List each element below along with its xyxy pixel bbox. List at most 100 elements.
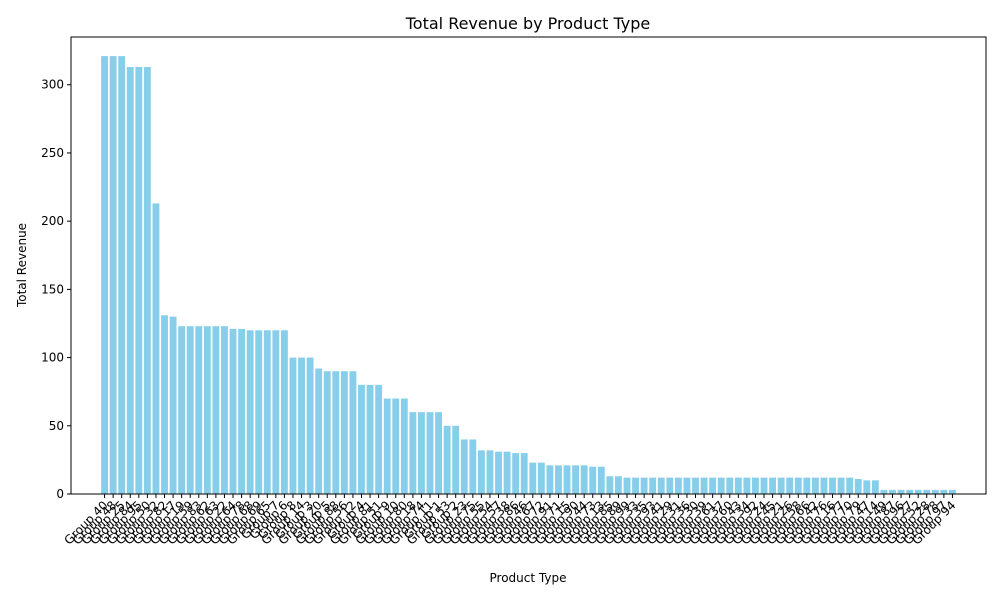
bar (726, 477, 734, 494)
bar (169, 316, 177, 494)
bar (606, 476, 614, 494)
bar (289, 357, 297, 494)
bar (418, 412, 425, 494)
bar (186, 326, 194, 494)
bar (949, 489, 956, 494)
bar (829, 477, 836, 494)
y-tick-label: 150 (41, 282, 64, 296)
bar (597, 466, 605, 494)
bar (777, 477, 785, 494)
bar (657, 477, 665, 494)
bar (940, 489, 948, 494)
bar (383, 398, 391, 494)
bar (409, 412, 417, 494)
bar (931, 489, 939, 494)
bar (769, 477, 777, 494)
bar (143, 67, 151, 495)
bar (375, 384, 383, 494)
bar (871, 480, 879, 494)
bar (923, 489, 931, 494)
bar (794, 477, 802, 494)
bar (255, 330, 263, 494)
y-tick-label: 300 (41, 78, 64, 92)
bar (443, 425, 451, 494)
bar (358, 384, 365, 494)
x-axis-label: Product Type (490, 571, 567, 585)
bar (589, 466, 597, 494)
bar (195, 326, 203, 494)
bar (709, 477, 717, 494)
bar (623, 477, 631, 494)
y-tick-label: 50 (49, 419, 64, 433)
bar (452, 425, 460, 494)
bar (340, 371, 348, 494)
bar (272, 330, 280, 494)
bar (760, 477, 768, 494)
bar (743, 477, 751, 494)
bar (486, 450, 494, 494)
bar (803, 477, 811, 494)
bar (563, 465, 571, 494)
bar (332, 371, 340, 494)
bar (238, 328, 246, 494)
bar (161, 315, 168, 494)
y-tick-label: 100 (41, 351, 64, 365)
bar (537, 462, 545, 494)
bar (263, 330, 271, 494)
bars-group (101, 56, 956, 495)
bar (820, 477, 828, 494)
y-tick-label: 250 (41, 146, 64, 160)
bar (503, 451, 511, 494)
bar (135, 67, 143, 495)
bar (315, 368, 323, 494)
bar (854, 478, 862, 494)
bar (555, 465, 562, 494)
bar (897, 489, 905, 494)
y-axis-label: Total Revenue (15, 223, 29, 308)
bar (880, 489, 888, 494)
bar (846, 477, 854, 494)
bar (520, 453, 528, 494)
bar (212, 326, 220, 494)
bar (580, 465, 588, 494)
bar (118, 56, 126, 494)
bar (460, 439, 468, 494)
bar (649, 477, 657, 494)
bar (863, 480, 871, 494)
bar (280, 330, 288, 494)
bar (435, 412, 442, 494)
bar (392, 398, 400, 494)
y-tick-label: 0 (56, 487, 64, 501)
bar (674, 477, 682, 494)
bar (512, 453, 520, 494)
bar (615, 476, 622, 494)
bar (529, 462, 537, 494)
chart-title: Total Revenue by Product Type (405, 14, 651, 33)
bar (572, 465, 580, 494)
bar (203, 326, 211, 494)
bar (811, 477, 819, 494)
bar (126, 67, 134, 495)
bar (734, 477, 742, 494)
y-tick-label: 200 (41, 214, 64, 228)
bar (546, 465, 554, 494)
bar (152, 203, 160, 494)
y-axis: 0 50 100 150 200 250 300 (41, 78, 71, 501)
bar (349, 371, 357, 494)
bar (221, 326, 228, 494)
bar (323, 371, 331, 494)
bar (914, 489, 922, 494)
bar (426, 412, 434, 494)
bar (666, 477, 674, 494)
bar (400, 398, 408, 494)
bar (889, 489, 896, 494)
bar (640, 477, 648, 494)
bar (477, 450, 485, 494)
bar (469, 439, 477, 494)
bar (632, 477, 639, 494)
bar (101, 56, 108, 494)
bar (717, 477, 725, 494)
bar (700, 477, 708, 494)
